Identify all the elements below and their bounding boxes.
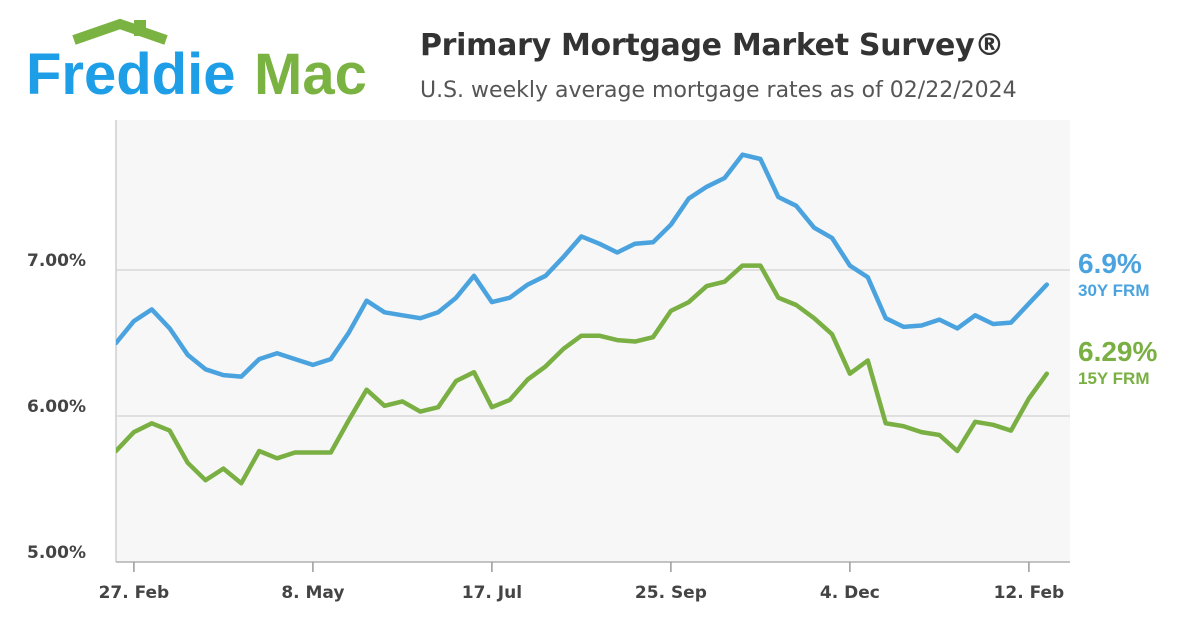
callout-30y: 6.9% 30Y FRM [1078,248,1150,302]
x-tick-label: 17. Jul [462,583,522,603]
freddie-mac-logo: Freddie Mac [26,18,386,108]
logo-word-freddie: Freddie [26,42,236,107]
series-line-15y-frm [116,263,1050,486]
x-tick-label: 25. Sep [635,583,707,603]
x-tick-label: 8. May [281,583,344,603]
y-tick-label: 5.00% [27,543,86,563]
x-tick-label: 27. Feb [99,583,170,603]
logo-graphic: Freddie Mac [26,18,367,107]
callout-15y: 6.29% 15Y FRM [1078,336,1157,390]
grid-layer [116,120,1070,562]
y-tick-label: 6.00% [27,397,86,417]
x-tick-label: 12. Feb [994,583,1065,603]
roof-icon [72,18,168,45]
series-layer [116,152,1050,486]
callout-15y-label: 15Y FRM [1078,369,1150,388]
chimney-icon [134,20,146,36]
plot-background [116,120,1070,562]
logo-word-mac: Mac [254,42,367,107]
callout-30y-label: 30Y FRM [1078,281,1150,300]
x-tick-label: 4. Dec [820,583,880,603]
callout-30y-value: 6.9% [1078,248,1142,279]
callout-15y-value: 6.29% [1078,336,1158,367]
chart-title: Primary Mortgage Market Survey® [420,28,1005,63]
chart-subtitle: U.S. weekly average mortgage rates as of… [420,78,1017,103]
axis-layer: 5.00% 6.00% 7.00% 27. Feb 8. May 17. Jul 25. S… [27,120,1070,603]
series-line-30y-frm [116,152,1050,379]
y-tick-label: 7.00% [27,251,86,271]
